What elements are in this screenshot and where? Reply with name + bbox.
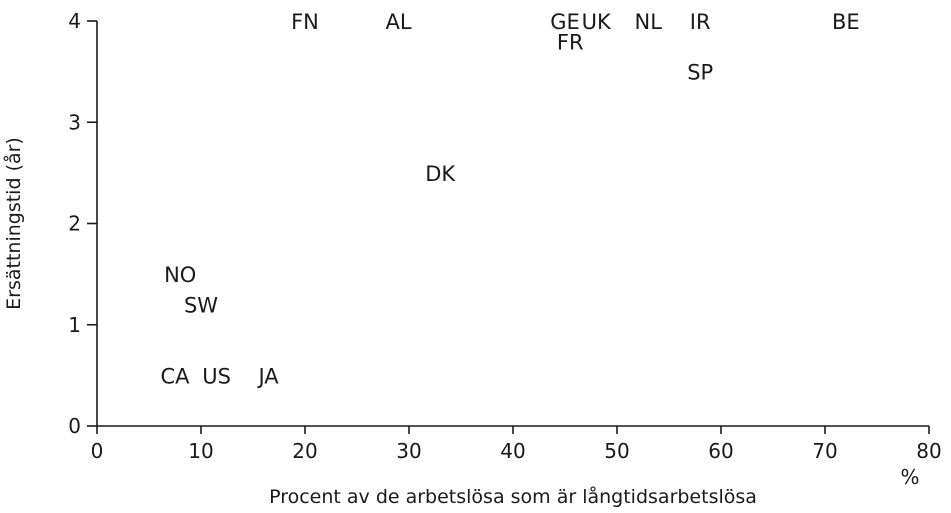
x-axis-label: Procent av de arbetslösa som är långtids… <box>269 485 757 508</box>
data-point-be: BE <box>832 10 860 34</box>
x-tick-label: 80 <box>916 439 941 463</box>
data-point-fn: FN <box>291 10 319 34</box>
y-tick-label: 1 <box>68 313 81 337</box>
x-tick-label: 0 <box>91 439 104 463</box>
y-tick-label: 3 <box>68 110 81 134</box>
data-points: FN AL GE UK NL IR BE FR SP DK NO SW CA US JA <box>160 10 859 388</box>
data-point-ge: GE <box>550 10 580 34</box>
data-point-al: AL <box>386 10 412 34</box>
x-tick-label: 60 <box>708 439 733 463</box>
data-point-fr: FR <box>557 30 584 54</box>
x-axis-unit: % <box>900 465 919 489</box>
data-point-no: NO <box>164 263 196 287</box>
x-tick-label: 50 <box>604 439 629 463</box>
y-tick-label: 2 <box>68 212 81 236</box>
data-point-us: US <box>202 364 231 388</box>
data-point-sp: SP <box>687 61 713 85</box>
data-point-dk: DK <box>425 162 456 186</box>
axes: 0 10 20 30 40 50 60 70 80 0 1 2 3 4 <box>68 9 941 463</box>
data-point-sw: SW <box>184 294 218 318</box>
x-tick-label: 70 <box>812 439 837 463</box>
x-tick-label: 40 <box>500 439 525 463</box>
x-tick-label: 10 <box>188 439 213 463</box>
y-tick-label: 4 <box>68 9 81 33</box>
data-point-nl: NL <box>634 10 662 34</box>
data-point-ja: JA <box>256 364 279 388</box>
data-point-ca: CA <box>160 364 190 388</box>
y-tick-label: 0 <box>68 414 81 438</box>
x-tick-label: 30 <box>396 439 421 463</box>
y-axis-label: Ersättningstid (år) <box>2 137 25 310</box>
data-point-ir: IR <box>690 10 711 34</box>
x-tick-label: 20 <box>292 439 317 463</box>
data-point-uk: UK <box>582 10 612 34</box>
